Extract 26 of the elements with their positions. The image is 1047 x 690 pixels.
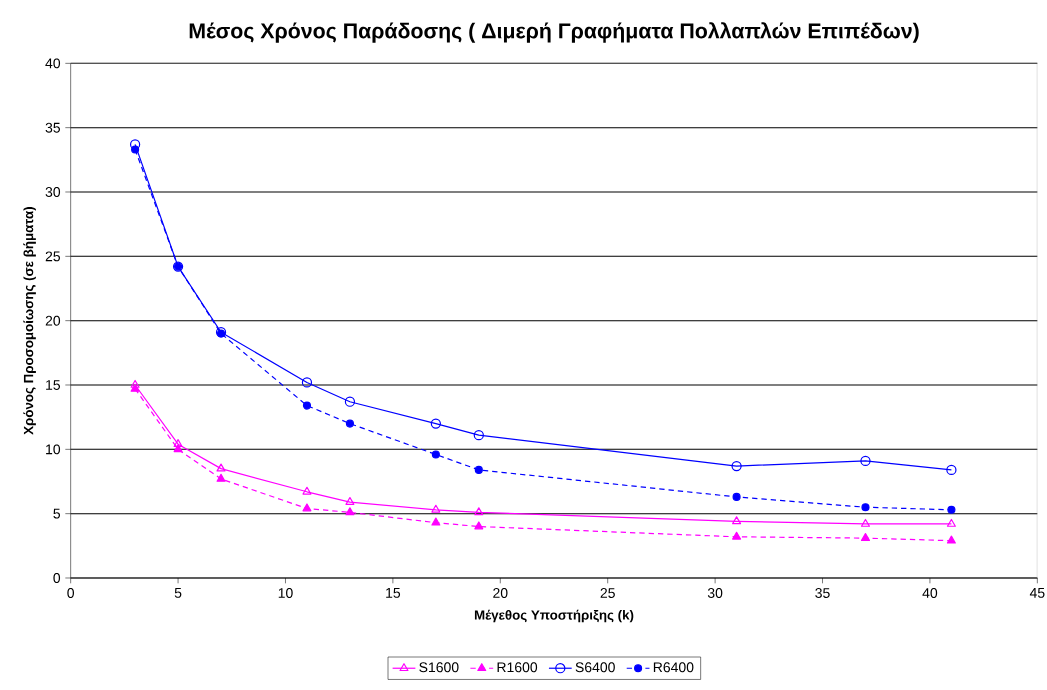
chart-title: Μέσος Χρόνος Παράδοσης ( Διμερή Γραφήματα Πολλαπλών Επιπέδων) — [189, 22, 919, 43]
legend-label: S1600 — [419, 662, 459, 673]
x-tick-label: 10 — [278, 588, 293, 598]
legend-label: S6400 — [575, 662, 615, 673]
y-tick-label: 35 — [45, 122, 61, 133]
y-tick-label: 30 — [45, 187, 61, 197]
y-tick-label: 25 — [45, 251, 61, 262]
y-tick-label: 5 — [53, 508, 61, 519]
legend-label: R1600 — [497, 662, 538, 673]
y-tick-label: 0 — [53, 573, 61, 583]
y-tick-label: 15 — [46, 380, 61, 390]
legend-label: R6400 — [653, 662, 694, 673]
x-tick-label: 20 — [493, 588, 508, 598]
y-tick-label: 10 — [46, 444, 61, 455]
x-tick-label: 30 — [707, 588, 723, 598]
y-tick-label: 40 — [45, 58, 61, 69]
x-tick-label: 0 — [67, 588, 75, 598]
y-tick-label: 20 — [45, 315, 61, 326]
x-tick-label: 5 — [174, 588, 182, 598]
x-tick-label: 35 — [815, 588, 830, 598]
x-tick-label: 15 — [386, 588, 401, 598]
y-axis-title: Χρόνος Προσομοίωσης (σε βήματα) — [23, 207, 36, 435]
x-tick-label: 25 — [600, 588, 615, 598]
x-axis-title: Μέγεθος Υποστήριξης (k) — [474, 609, 634, 623]
x-tick-label: 45 — [1029, 588, 1045, 598]
x-tick-label: 40 — [922, 588, 938, 598]
